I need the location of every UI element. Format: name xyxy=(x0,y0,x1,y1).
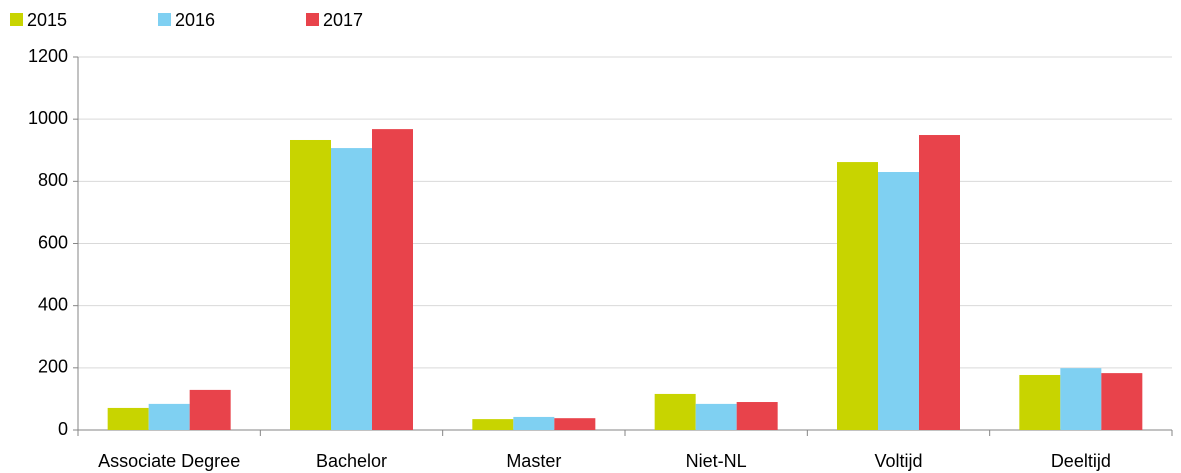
legend-label: 2015 xyxy=(27,10,67,30)
legend-swatch xyxy=(10,13,23,26)
legend-label: 2016 xyxy=(175,10,215,30)
x-tick-label: Associate Degree xyxy=(98,451,240,471)
bar xyxy=(837,162,878,431)
bar xyxy=(513,416,555,430)
bar xyxy=(331,148,372,431)
bar xyxy=(654,393,696,430)
bar xyxy=(554,418,596,430)
legend-swatch xyxy=(306,13,319,26)
y-tick-label: 200 xyxy=(38,357,68,377)
y-tick-label: 600 xyxy=(38,232,68,252)
x-tick-label: Bachelor xyxy=(316,451,387,471)
bar xyxy=(290,139,331,430)
y-tick-label: 1200 xyxy=(28,46,68,66)
legend-label: 2017 xyxy=(323,10,363,30)
bar xyxy=(1101,373,1143,430)
bar xyxy=(1060,368,1102,430)
x-tick-label: Master xyxy=(506,451,561,471)
legend-swatch xyxy=(158,13,171,26)
bar xyxy=(189,389,231,430)
bar xyxy=(736,402,778,430)
bar xyxy=(148,403,190,430)
y-tick-label: 400 xyxy=(38,294,68,314)
y-tick-label: 800 xyxy=(38,170,68,190)
y-tick-label: 1000 xyxy=(28,108,68,128)
bar xyxy=(695,403,737,430)
bar xyxy=(919,135,960,430)
bar xyxy=(107,407,149,430)
x-tick-label: Niet-NL xyxy=(686,451,747,471)
bar xyxy=(1019,374,1061,430)
bar xyxy=(472,419,514,430)
x-tick-label: Voltijd xyxy=(874,451,922,471)
bar xyxy=(878,172,919,430)
y-tick-label: 0 xyxy=(58,419,68,439)
x-tick-label: Deeltijd xyxy=(1051,451,1111,471)
bar xyxy=(372,129,413,430)
